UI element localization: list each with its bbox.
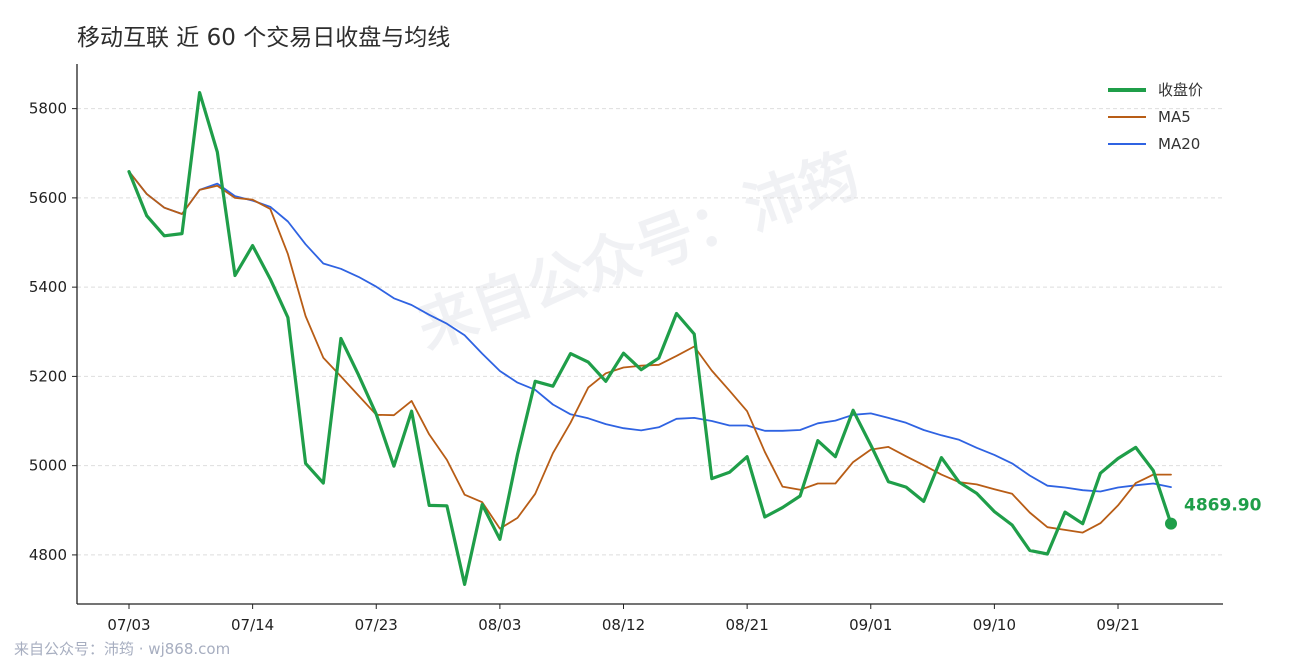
footer-credit: 来自公众号：沛筠 · wj868.com (14, 640, 231, 658)
x-tick-label: 07/23 (355, 616, 398, 634)
chart-title: 移动互联 近 60 个交易日收盘与均线 (77, 25, 451, 51)
legend-item-ma5: MA5 (1108, 103, 1203, 130)
series-line-close (127, 90, 1173, 587)
last-point-marker (1165, 517, 1177, 530)
legend-label-ma20: MA20 (1158, 134, 1201, 153)
chart-legend: 收盘价 MA5 MA20 (1108, 76, 1203, 157)
x-tick-label: 08/12 (602, 616, 645, 634)
y-tick-label: 5200 (29, 367, 67, 385)
y-tick-label: 5400 (29, 278, 67, 296)
x-tick-label: 07/03 (107, 616, 150, 634)
x-tick-label: 09/21 (1096, 616, 1139, 634)
legend-swatch-ma20 (1108, 142, 1146, 145)
legend-swatch-ma5 (1108, 115, 1146, 118)
watermark-text: 来自公众号：沛筠 (409, 140, 868, 363)
x-tick-label: 09/10 (973, 616, 1016, 634)
legend-label-ma5: MA5 (1158, 107, 1191, 126)
legend-swatch-close (1108, 87, 1146, 92)
y-tick-label: 5600 (29, 189, 67, 207)
x-tick-label: 07/14 (231, 616, 274, 634)
x-tick-label: 08/21 (726, 616, 769, 634)
y-tick-label: 4800 (29, 546, 67, 564)
legend-item-close: 收盘价 (1108, 76, 1203, 103)
series-line-ma20 (128, 170, 1172, 493)
y-tick-label: 5000 (29, 457, 67, 475)
legend-item-ma20: MA20 (1108, 130, 1203, 157)
last-value-label: 4869.90 (1184, 496, 1262, 516)
x-tick-label: 09/01 (849, 616, 892, 634)
x-tick-label: 08/03 (478, 616, 521, 634)
legend-label-close: 收盘价 (1158, 81, 1204, 99)
y-tick-label: 5800 (29, 100, 67, 118)
